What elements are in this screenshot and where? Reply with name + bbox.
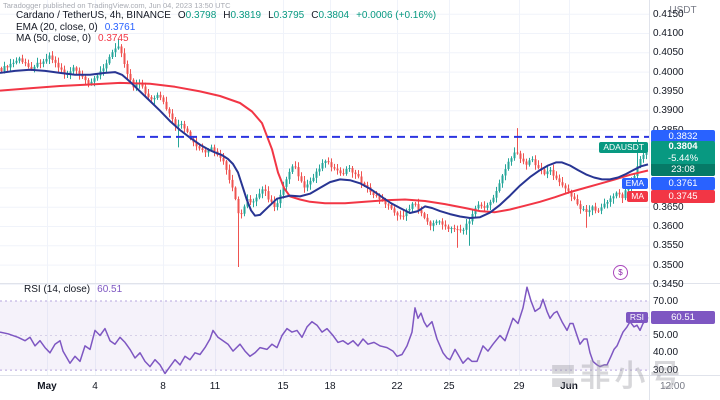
last-price-badge: 0.3804 -5.44% 23:08 (651, 141, 715, 176)
ema-value: 0.3761 (104, 21, 136, 33)
time-tick-11: 11 (209, 381, 221, 392)
price-tick-0.4000: 0.4000 (653, 66, 684, 78)
rsi-legend-row[interactable]: RSI (14, close) 60.51 (24, 284, 122, 295)
ema-price-badge: 0.3761 (651, 177, 715, 190)
ohlc-high: H0.3819 (223, 10, 261, 21)
time-tick-4: 4 (92, 381, 98, 392)
rsi-tick-50.00: 50.00 (653, 330, 679, 342)
time-tick-18: 18 (324, 381, 336, 392)
price-tick-0.3550: 0.3550 (653, 240, 684, 252)
rsi-tick-30.00: 30.00 (653, 364, 679, 376)
price-tick-0.3900: 0.3900 (653, 105, 684, 117)
ma-price-badge: 0.3745 (651, 190, 715, 203)
price-tick-0.3500: 0.3500 (653, 259, 684, 271)
price-tick-0.3950: 0.3950 (653, 85, 684, 97)
rsi-tag: RSI (625, 311, 648, 323)
time-tick-22: 22 (391, 381, 403, 392)
symbol-legend-row[interactable]: Cardano / TetherUS, 4h, BINANCE O0.3798 … (16, 10, 436, 21)
ma-value: 0.3745 (98, 32, 129, 44)
ema-label: EMA (20, close, 0) (16, 21, 98, 33)
rsi-tick-70.00: 70.00 (653, 295, 679, 307)
time-tick-29: 29 (513, 381, 525, 392)
site-watermark: 〓非小号 (550, 351, 685, 395)
ohlc-open: O0.3798 (178, 10, 216, 21)
last-price-value: 0.3804 (668, 141, 698, 152)
price-tick-0.4150: 0.4150 (653, 8, 684, 20)
rsi-value: 60.51 (97, 284, 123, 295)
time-tick-8: 8 (160, 381, 166, 392)
axis-currency-label: USDT (669, 5, 697, 16)
rsi-label: RSI (14, close) (24, 284, 91, 295)
current-time-label: 12:00 (660, 381, 686, 392)
ohlc-close: C0.3804 (311, 10, 349, 21)
ma-legend-row[interactable]: MA (50, close, 0) 0.3745 (16, 33, 129, 44)
high-key: H (223, 10, 231, 21)
publish-watermark: Taradogger published on TradingView.com,… (3, 1, 231, 10)
price-tick-0.3650: 0.3650 (653, 201, 684, 213)
high-value: 0.3819 (230, 10, 262, 21)
price-tick-0.3450: 0.3450 (653, 278, 684, 290)
rsi-tick-40.00: 40.00 (653, 347, 679, 359)
price-tick-0.4050: 0.4050 (653, 47, 684, 59)
symbol-tag: ADAUSDT (599, 141, 648, 153)
resistance-price-badge: 0.3832 (651, 130, 715, 143)
site-watermark-text: 非小号 (580, 360, 686, 393)
price-tick-0.3600: 0.3600 (653, 221, 684, 232)
low-key: L (268, 10, 274, 21)
open-value: 0.3798 (185, 10, 217, 21)
pct-change-value: -5.44% (667, 152, 699, 164)
ema-tag: EMA (621, 177, 648, 189)
site-watermark-logo-icon: 〓 (550, 362, 577, 392)
time-tick-Jun: Jun (560, 381, 578, 392)
ma-tag: MA (627, 190, 648, 202)
close-key: C (311, 10, 319, 21)
change-value: +0.0006 (+0.16%) (356, 10, 437, 21)
symbol-title[interactable]: Cardano / TetherUS, 4h, BINANCE (16, 10, 171, 21)
time-tick-25: 25 (443, 381, 455, 392)
ma-label: MA (50, close, 0) (16, 32, 92, 44)
price-tick-0.4100: 0.4100 (653, 28, 684, 39)
bar-countdown: 23:08 (651, 164, 715, 176)
close-value: 0.3804 (318, 10, 350, 21)
open-key: O (177, 10, 186, 21)
price-marker-icon[interactable]: $ (613, 265, 628, 280)
ohlc-low: L0.3795 (268, 10, 304, 21)
rsi-value-badge: 60.51 (651, 311, 715, 324)
ema-legend-row[interactable]: EMA (20, close, 0) 0.3761 (16, 22, 135, 33)
low-value: 0.3795 (273, 10, 305, 21)
time-tick-May: May (37, 381, 57, 392)
time-tick-15: 15 (277, 381, 289, 392)
